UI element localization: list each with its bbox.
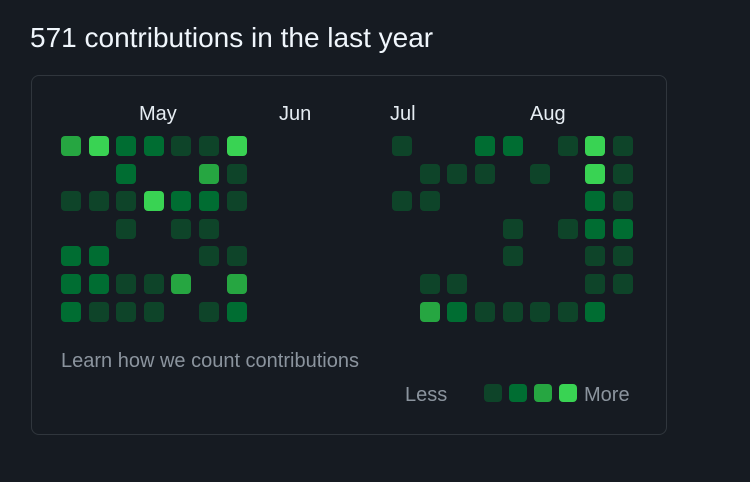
- contribution-day-cell[interactable]: [199, 246, 219, 266]
- contribution-day-cell[interactable]: [89, 274, 109, 294]
- legend-swatch-level-2: [509, 384, 527, 402]
- month-label-may: May: [139, 103, 177, 125]
- month-label-jun: Jun: [279, 103, 312, 125]
- contribution-day-cell[interactable]: [558, 136, 578, 156]
- contribution-day-cell[interactable]: [585, 191, 605, 211]
- contribution-day-cell[interactable]: [585, 274, 605, 294]
- contribution-day-cell[interactable]: [61, 274, 81, 294]
- contribution-day-cell[interactable]: [89, 246, 109, 266]
- contribution-day-cell[interactable]: [116, 191, 136, 211]
- contribution-day-cell[interactable]: [171, 274, 191, 294]
- legend-swatch-level-1: [484, 384, 502, 402]
- contribution-day-cell[interactable]: [89, 191, 109, 211]
- contribution-day-cell[interactable]: [116, 219, 136, 239]
- contribution-day-cell[interactable]: [420, 274, 440, 294]
- contribution-day-cell[interactable]: [171, 136, 191, 156]
- contribution-day-cell[interactable]: [613, 136, 633, 156]
- contribution-day-cell[interactable]: [475, 164, 495, 184]
- contribution-day-cell[interactable]: [171, 219, 191, 239]
- contribution-day-cell[interactable]: [199, 219, 219, 239]
- contribution-day-cell[interactable]: [199, 191, 219, 211]
- contribution-day-cell[interactable]: [227, 136, 247, 156]
- contribution-day-cell[interactable]: [558, 302, 578, 322]
- contribution-day-cell[interactable]: [503, 246, 523, 266]
- legend-less-label: Less: [405, 384, 448, 406]
- contribution-day-cell[interactable]: [144, 136, 164, 156]
- contribution-day-cell[interactable]: [392, 191, 412, 211]
- contribution-day-cell[interactable]: [585, 164, 605, 184]
- contribution-day-cell[interactable]: [61, 246, 81, 266]
- contribution-day-cell[interactable]: [199, 136, 219, 156]
- contribution-day-cell[interactable]: [447, 274, 467, 294]
- contribution-day-cell[interactable]: [447, 164, 467, 184]
- contribution-day-cell[interactable]: [530, 164, 550, 184]
- contribution-day-cell[interactable]: [227, 191, 247, 211]
- contribution-day-cell[interactable]: [61, 191, 81, 211]
- contribution-calendar-card: [31, 75, 667, 435]
- contribution-day-cell[interactable]: [530, 302, 550, 322]
- contributions-title: 571 contributions in the last year: [30, 22, 434, 53]
- contribution-day-cell[interactable]: [116, 302, 136, 322]
- month-label-aug: Aug: [530, 103, 566, 125]
- contribution-day-cell[interactable]: [420, 164, 440, 184]
- learn-how-we-count-link[interactable]: Learn how we count contributions: [61, 350, 359, 372]
- contribution-day-cell[interactable]: [503, 136, 523, 156]
- contribution-day-cell[interactable]: [227, 246, 247, 266]
- contribution-day-cell[interactable]: [447, 302, 467, 322]
- contribution-day-cell[interactable]: [61, 136, 81, 156]
- contribution-day-cell[interactable]: [89, 302, 109, 322]
- contribution-day-cell[interactable]: [171, 191, 191, 211]
- contribution-day-cell[interactable]: [116, 274, 136, 294]
- contribution-day-cell[interactable]: [585, 219, 605, 239]
- contribution-day-cell[interactable]: [144, 302, 164, 322]
- contribution-day-cell[interactable]: [613, 219, 633, 239]
- contribution-day-cell[interactable]: [420, 191, 440, 211]
- contribution-day-cell[interactable]: [613, 191, 633, 211]
- contribution-day-cell[interactable]: [558, 219, 578, 239]
- contribution-day-cell[interactable]: [392, 136, 412, 156]
- contribution-day-cell[interactable]: [116, 164, 136, 184]
- legend-swatch-level-3: [534, 384, 552, 402]
- contribution-day-cell[interactable]: [227, 274, 247, 294]
- contribution-day-cell[interactable]: [585, 136, 605, 156]
- contribution-day-cell[interactable]: [503, 302, 523, 322]
- contribution-day-cell[interactable]: [420, 302, 440, 322]
- contribution-day-cell[interactable]: [61, 302, 81, 322]
- contribution-day-cell[interactable]: [475, 302, 495, 322]
- contribution-day-cell[interactable]: [144, 274, 164, 294]
- contribution-day-cell[interactable]: [227, 302, 247, 322]
- legend-swatch-level-4: [559, 384, 577, 402]
- month-label-jul: Jul: [390, 103, 416, 125]
- contribution-day-cell[interactable]: [475, 136, 495, 156]
- contribution-day-cell[interactable]: [116, 136, 136, 156]
- contribution-day-cell[interactable]: [199, 302, 219, 322]
- contribution-day-cell[interactable]: [613, 246, 633, 266]
- contribution-day-cell[interactable]: [199, 164, 219, 184]
- contribution-day-cell[interactable]: [613, 164, 633, 184]
- contribution-day-cell[interactable]: [144, 191, 164, 211]
- contribution-day-cell[interactable]: [227, 164, 247, 184]
- contribution-day-cell[interactable]: [613, 274, 633, 294]
- contribution-day-cell[interactable]: [585, 246, 605, 266]
- contribution-day-cell[interactable]: [585, 302, 605, 322]
- contribution-day-cell[interactable]: [503, 219, 523, 239]
- legend-more-label: More: [584, 384, 630, 406]
- contribution-day-cell[interactable]: [89, 136, 109, 156]
